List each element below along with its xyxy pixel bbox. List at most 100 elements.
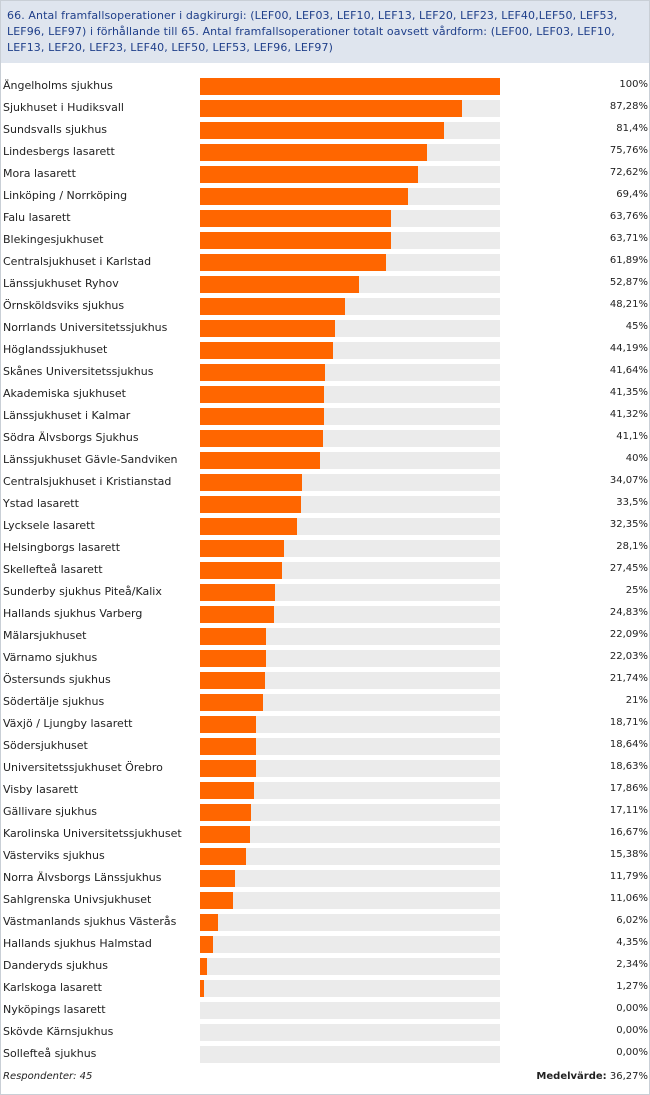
chart-row: Karlskoga lasarett 1,27% (0, 977, 650, 999)
bar (200, 782, 254, 799)
bar-track (200, 694, 500, 711)
category-label: Ängelholms sjukhus (3, 79, 113, 92)
category-label: Mora lasarett (3, 167, 76, 180)
bar (200, 870, 236, 887)
chart-row: Länssjukhuset i Kalmar 41,32% (0, 405, 650, 427)
chart-row: Universitetssjukhuset Örebro 18,63% (0, 757, 650, 779)
bar-track (200, 848, 500, 865)
bar-track (200, 980, 500, 997)
category-label: Växjö / Ljungby lasarett (3, 717, 133, 730)
bar-track (200, 892, 500, 909)
bar (200, 584, 275, 601)
chart-row: Sjukhuset i Hudiksvall 87,28% (0, 97, 650, 119)
value-label: 87,28% (609, 101, 648, 112)
chart-row: Nyköpings lasarett 0,00% (0, 999, 650, 1021)
category-label: Helsingborgs lasarett (3, 541, 121, 554)
bar (200, 188, 409, 205)
value-label: 6,02% (616, 915, 648, 926)
bar (200, 342, 333, 359)
category-label: Södersjukhuset (3, 739, 88, 752)
chart-row: Hallands sjukhus Varberg 24,83% (0, 603, 650, 625)
value-label: 41,35% (609, 387, 648, 398)
bar (200, 254, 386, 271)
value-label: 2,34% (616, 959, 648, 970)
value-label: 41,1% (616, 431, 648, 442)
bar (200, 518, 298, 535)
chart-row: Sundsvalls sjukhus 81,4% (0, 119, 650, 141)
value-label: 41,64% (609, 365, 648, 376)
chart-row: Skövde Kärnsjukhus 0,00% (0, 1021, 650, 1043)
chart-row: Linköping / Norrköping 69,4% (0, 185, 650, 207)
value-label: 17,86% (609, 783, 648, 794)
value-label: 45% (625, 321, 648, 332)
category-label: Karolinska Universitetssjukhuset (3, 827, 182, 840)
chart-row: Norra Älvsborgs Länssjukhus 11,79% (0, 867, 650, 889)
value-label: 25% (625, 585, 648, 596)
chart-row: Östersunds sjukhus 21,74% (0, 669, 650, 691)
value-label: 61,89% (609, 255, 648, 266)
category-label: Skånes Universitetssjukhus (3, 365, 154, 378)
value-label: 18,71% (609, 717, 648, 728)
value-label: 0,00% (616, 1047, 648, 1058)
chart-row: Höglandssjukhuset 44,19% (0, 339, 650, 361)
category-label: Norrlands Universitetssjukhus (3, 321, 168, 334)
value-label: 18,63% (609, 761, 648, 772)
chart-row: Västerviks sjukhus 15,38% (0, 845, 650, 867)
bar-track (200, 804, 500, 821)
value-label: 63,71% (609, 233, 648, 244)
category-label: Linköping / Norrköping (3, 189, 128, 202)
chart-row: Blekingesjukhuset 63,71% (0, 229, 650, 251)
chart-row: Örnsköldsviks sjukhus 48,21% (0, 295, 650, 317)
value-label: 34,07% (609, 475, 648, 486)
bar (200, 166, 418, 183)
bar (200, 804, 252, 821)
chart-row: Danderyds sjukhus 2,34% (0, 955, 650, 977)
value-label: 28,1% (616, 541, 648, 552)
chart-row: Mora lasarett 72,62% (0, 163, 650, 185)
bar (200, 276, 359, 293)
category-label: Höglandssjukhuset (3, 343, 108, 356)
bar (200, 826, 250, 843)
chart-row: Värnamo sjukhus 22,03% (0, 647, 650, 669)
category-label: Länssjukhuset Gävle-Sandviken (3, 453, 178, 466)
bar (200, 386, 325, 403)
category-label: Örnsköldsviks sjukhus (3, 299, 125, 312)
value-label: 40% (625, 453, 648, 464)
chart-header: 66. Antal framfallsoperationer i dagkiru… (1, 1, 649, 63)
bar (200, 364, 325, 381)
chart-row: Skellefteå lasarett 27,45% (0, 559, 650, 581)
category-label: Sunderby sjukhus Piteå/Kalix (3, 585, 162, 598)
category-label: Blekingesjukhuset (3, 233, 104, 246)
bar (200, 716, 257, 733)
value-label: 69,4% (616, 189, 648, 200)
bar (200, 78, 500, 95)
category-label: Centralsjukhuset i Kristianstad (3, 475, 172, 488)
chart-row: Falu lasarett 63,76% (0, 207, 650, 229)
chart-row: Ängelholms sjukhus 100% (0, 75, 650, 97)
category-label: Skellefteå lasarett (3, 563, 103, 576)
bar (200, 958, 208, 975)
value-label: 22,09% (609, 629, 648, 640)
value-label: 75,76% (609, 145, 648, 156)
value-label: 18,64% (609, 739, 648, 750)
bar (200, 650, 267, 667)
bar (200, 474, 303, 491)
chart-title: 66. Antal framfallsoperationer i dagkiru… (7, 9, 618, 54)
value-label: 21% (625, 695, 648, 706)
value-label: 4,35% (616, 937, 648, 948)
chart-row: Gällivare sjukhus 17,11% (0, 801, 650, 823)
category-label: Hallands sjukhus Varberg (3, 607, 143, 620)
bar (200, 606, 275, 623)
bar-track (200, 628, 500, 645)
bar (200, 672, 266, 689)
bar (200, 540, 285, 557)
chart-row: Länssjukhuset Ryhov 52,87% (0, 273, 650, 295)
chart-row: Ystad lasarett 33,5% (0, 493, 650, 515)
category-label: Länssjukhuset Ryhov (3, 277, 119, 290)
bar (200, 144, 428, 161)
bar (200, 562, 283, 579)
bar (200, 760, 256, 777)
bar-track (200, 760, 500, 777)
bar-track (200, 1046, 500, 1063)
bar (200, 100, 462, 117)
